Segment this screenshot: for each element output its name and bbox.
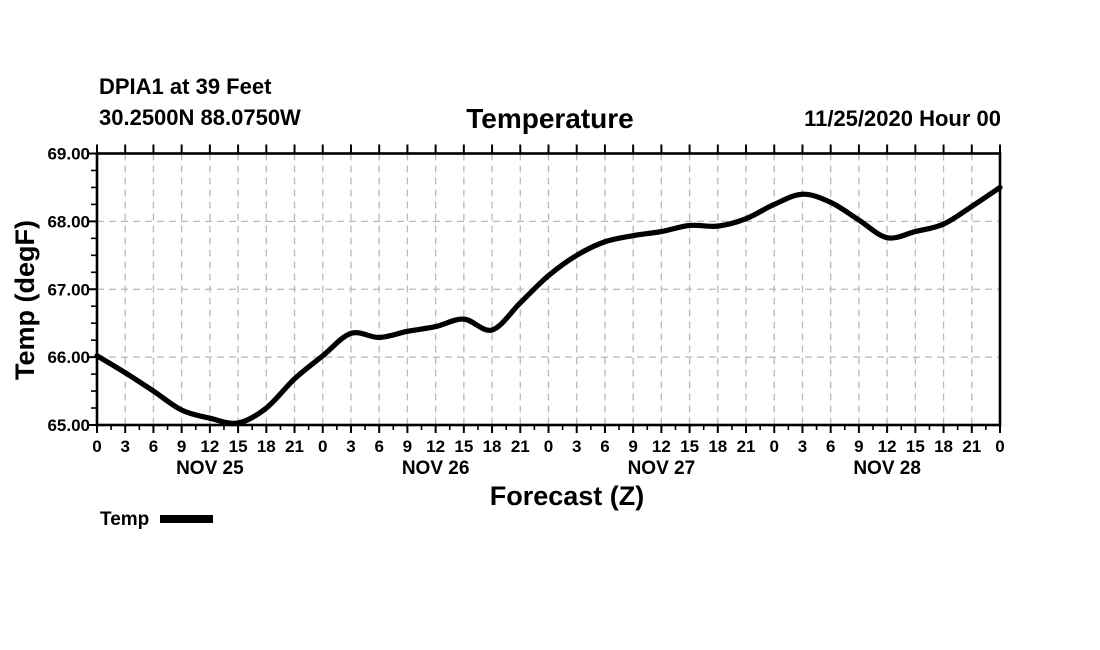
svg-text:21: 21 [737, 437, 756, 456]
svg-text:0: 0 [770, 437, 779, 456]
legend-label: Temp [100, 509, 149, 530]
svg-text:3: 3 [798, 437, 807, 456]
svg-text:0: 0 [92, 437, 101, 456]
svg-text:65.00: 65.00 [47, 416, 90, 435]
svg-text:9: 9 [854, 437, 863, 456]
svg-text:6: 6 [826, 437, 835, 456]
legend-line-swatch [160, 515, 213, 523]
svg-text:21: 21 [962, 437, 981, 456]
svg-text:66.00: 66.00 [47, 348, 90, 367]
svg-text:69.00: 69.00 [47, 145, 90, 164]
svg-text:18: 18 [257, 437, 276, 456]
svg-text:67.00: 67.00 [47, 280, 90, 299]
svg-text:12: 12 [426, 437, 445, 456]
svg-text:3: 3 [346, 437, 355, 456]
svg-text:0: 0 [995, 437, 1004, 456]
svg-text:0: 0 [318, 437, 327, 456]
temp-series-line [94, 184, 1003, 426]
y-gridlines [97, 220, 1000, 358]
svg-text:12: 12 [652, 437, 671, 456]
plot-area: 0 3 6 9 12 15 18 21 0 3 6 9 12 15 18 21 0 3 6 9 12 15 18 21 0 3 6 9… [47, 144, 1005, 479]
chart-title: Temperature [466, 103, 634, 134]
svg-text:9: 9 [177, 437, 186, 456]
svg-text:18: 18 [934, 437, 953, 456]
svg-text:15: 15 [906, 437, 925, 456]
svg-text:NOV 25: NOV 25 [176, 458, 244, 479]
svg-text:15: 15 [229, 437, 248, 456]
day-labels: NOV 25 NOV 26 NOV 27 NOV 28 [176, 458, 921, 479]
x-axis-title: Forecast (Z) [490, 481, 645, 511]
svg-text:6: 6 [374, 437, 383, 456]
svg-text:NOV 27: NOV 27 [628, 458, 696, 479]
x-ticks [96, 144, 1001, 433]
svg-text:NOV 26: NOV 26 [402, 458, 470, 479]
svg-text:3: 3 [120, 437, 129, 456]
y-tick-labels: 65.00 66.00 67.00 68.00 69.00 [47, 145, 90, 436]
svg-text:NOV 28: NOV 28 [853, 458, 921, 479]
svg-text:15: 15 [454, 437, 473, 456]
svg-text:68.00: 68.00 [47, 212, 90, 231]
init-time-label: 11/25/2020 Hour 00 [804, 106, 1001, 131]
legend: Temp [100, 509, 213, 530]
svg-text:3: 3 [572, 437, 581, 456]
svg-text:18: 18 [708, 437, 727, 456]
svg-text:21: 21 [511, 437, 530, 456]
svg-text:6: 6 [149, 437, 158, 456]
svg-text:9: 9 [628, 437, 637, 456]
svg-text:12: 12 [200, 437, 219, 456]
svg-text:15: 15 [680, 437, 699, 456]
svg-text:12: 12 [878, 437, 897, 456]
x-tick-labels: 0 3 6 9 12 15 18 21 0 3 6 9 12 15 18 21 0 3 6 9 12 15 18 21 0 3 6 9… [92, 437, 1004, 456]
station-coords-line: 30.2500N 88.0750W [99, 105, 301, 130]
svg-text:9: 9 [403, 437, 412, 456]
y-axis-title: Temp (degF) [10, 220, 40, 380]
svg-text:6: 6 [600, 437, 609, 456]
station-id-line: DPIA1 at 39 Feet [99, 74, 272, 99]
svg-text:0: 0 [544, 437, 553, 456]
svg-text:18: 18 [483, 437, 502, 456]
svg-text:21: 21 [285, 437, 304, 456]
